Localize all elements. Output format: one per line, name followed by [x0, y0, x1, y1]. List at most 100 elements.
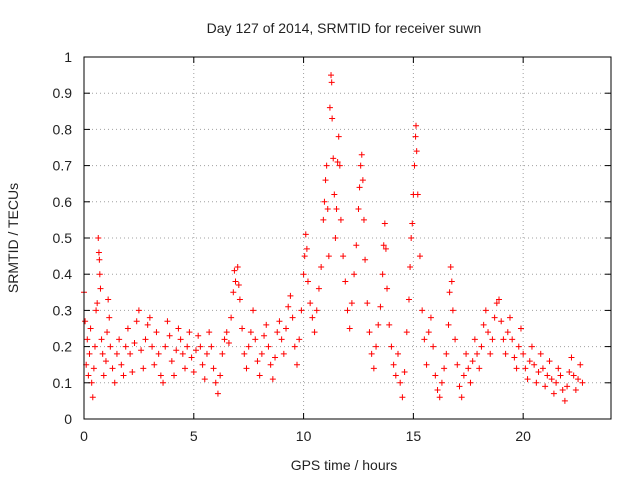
data-point: [153, 329, 160, 336]
data-point: [579, 379, 586, 386]
data-point: [321, 198, 328, 205]
data-point: [313, 307, 320, 314]
axis-ticks: [83, 56, 611, 420]
data-point: [254, 358, 261, 365]
data-point: [140, 365, 147, 372]
data-point: [513, 365, 520, 372]
data-point: [506, 314, 513, 321]
data-point: [386, 321, 393, 328]
data-point: [100, 372, 107, 379]
chart-title: Day 127 of 2014, SRMTID for receiver suw…: [207, 20, 482, 36]
data-point: [311, 329, 318, 336]
data-point: [138, 347, 145, 354]
data-point: [496, 296, 503, 303]
data-point: [346, 325, 353, 332]
data-point: [280, 350, 287, 357]
data-point: [493, 300, 500, 307]
data-point: [263, 321, 270, 328]
data-point: [476, 365, 483, 372]
data-point: [419, 307, 426, 314]
data-point: [460, 372, 467, 379]
y-tick-labels: 0 0.1 0.2 0.3 0.4 0.5 0.6 0.7 0.8 0.9 1: [53, 49, 73, 427]
data-point: [423, 361, 430, 368]
data-point: [520, 350, 527, 357]
data-point: [405, 296, 412, 303]
data-point: [175, 325, 182, 332]
data-point: [445, 321, 452, 328]
data-point: [113, 350, 120, 357]
data-point: [559, 387, 566, 394]
data-point: [85, 372, 92, 379]
data-point: [231, 267, 238, 274]
data-point: [395, 350, 402, 357]
data-point: [243, 365, 250, 372]
y-tick-label: 0.9: [53, 85, 73, 101]
data-point: [124, 325, 131, 332]
data-point: [517, 325, 524, 332]
x-tick-labels: 0 5 10 15 20: [80, 428, 531, 444]
data-point: [409, 220, 416, 227]
data-point: [217, 372, 224, 379]
data-point: [332, 235, 339, 241]
data-point: [432, 372, 439, 379]
data-point: [300, 271, 307, 278]
data-point: [157, 372, 164, 379]
data-point: [443, 350, 450, 357]
data-point: [201, 376, 208, 383]
data-point: [285, 303, 292, 310]
data-point: [102, 358, 109, 365]
data-point: [531, 361, 538, 368]
data-point: [120, 372, 127, 379]
data-point: [111, 379, 118, 386]
data-point: [384, 285, 391, 292]
data-point: [179, 350, 186, 357]
data-point: [323, 162, 330, 169]
data-point: [104, 329, 111, 336]
y-tick-label: 0.3: [53, 302, 73, 318]
data-point: [232, 278, 239, 285]
y-axis-label: SRMTID / TECUs: [5, 183, 21, 293]
data-point: [293, 361, 300, 368]
data-point: [377, 303, 384, 310]
data-point: [434, 387, 441, 394]
data-point: [502, 350, 509, 357]
data-point: [188, 354, 195, 361]
data-point: [247, 329, 254, 336]
data-point: [164, 318, 171, 325]
data-point: [318, 263, 325, 270]
data-point: [535, 368, 542, 375]
data-point: [301, 253, 308, 260]
data-point: [467, 379, 474, 386]
data-point: [90, 365, 97, 372]
data-point: [86, 350, 93, 357]
y-tick-label: 0.2: [53, 339, 73, 355]
data-point: [258, 350, 265, 357]
data-point: [256, 372, 263, 379]
data-point: [413, 122, 420, 129]
data-point: [358, 151, 365, 158]
data-point: [93, 307, 100, 314]
data-point: [469, 358, 476, 365]
data-point: [239, 325, 246, 332]
data-point: [427, 314, 434, 321]
data-point: [357, 162, 364, 169]
data-point: [160, 379, 167, 386]
data-point: [173, 347, 180, 354]
data-point: [491, 314, 498, 321]
data-point: [448, 278, 455, 285]
data-point: [542, 383, 549, 390]
data-point: [458, 394, 465, 401]
data-point: [336, 162, 343, 169]
data-point: [122, 343, 129, 350]
x-tick-label: 5: [190, 428, 198, 444]
data-point: [489, 336, 496, 343]
data-point: [133, 318, 140, 325]
data-point: [544, 372, 551, 379]
data-point: [146, 314, 153, 321]
data-point: [212, 379, 219, 386]
data-point: [446, 289, 453, 296]
data-point: [303, 245, 310, 252]
data-point: [87, 325, 94, 332]
data-point: [403, 329, 410, 336]
data-point: [537, 350, 544, 357]
